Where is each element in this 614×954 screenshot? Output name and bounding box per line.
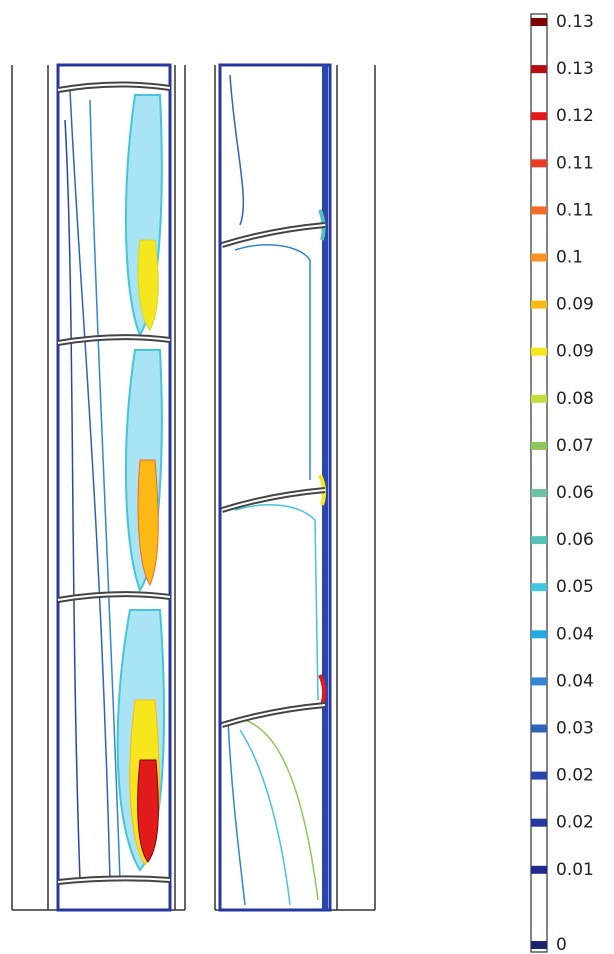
colorbar-swatch [531, 253, 547, 262]
colorbar-label: 0.04 [556, 671, 594, 691]
colorbar-swatch [531, 771, 547, 780]
colorbar-swatch [531, 347, 547, 356]
colorbar-label: 0.09 [556, 342, 594, 362]
colorbar-label: 0.12 [556, 106, 594, 126]
colorbar-swatch [531, 536, 547, 545]
colorbar-frame [530, 13, 548, 953]
colorbar-swatch [531, 724, 547, 733]
colorbar-swatch [531, 583, 547, 592]
colorbar-swatch [531, 865, 547, 874]
colorbar-swatch [531, 489, 547, 497]
left-panel [11, 63, 186, 912]
colorbar-label: 0.03 [556, 719, 594, 739]
right-panel [214, 63, 376, 912]
colorbar-swatch [531, 630, 547, 639]
colorbar-swatch [531, 112, 547, 121]
colorbar-swatch [531, 441, 547, 450]
colorbar-swatch [531, 818, 547, 827]
colorbar-swatch [531, 300, 547, 309]
colorbar-label: 0.02 [556, 766, 594, 786]
colorbar-label: 0.04 [556, 624, 594, 644]
colorbar-label: 0.11 [556, 200, 594, 220]
colorbar: 0.13 0.13 0.12 0.11 0.11 0.1 0.09 0.09 0.08 0.07 0… [530, 12, 594, 954]
colorbar-swatch [531, 65, 547, 74]
colorbar-swatch [531, 394, 547, 403]
colorbar-label: 0.01 [556, 860, 594, 880]
colorbar-label: 0.02 [556, 813, 594, 833]
colorbar-label: 0.06 [556, 483, 594, 503]
colorbar-label: 0.05 [556, 577, 594, 597]
colorbar-label: 0.13 [556, 12, 594, 32]
colorbar-label: 0.1 [556, 248, 583, 268]
colorbar-swatch [531, 941, 547, 949]
colorbar-label: 0 [556, 935, 567, 954]
colorbar-label: 0.08 [556, 389, 594, 409]
colorbar-label: 0.13 [556, 59, 594, 79]
colorbar-label: 0.06 [556, 530, 594, 550]
colorbar-label: 0.09 [556, 295, 594, 315]
colorbar-swatch [531, 159, 547, 168]
colorbar-swatch [531, 677, 547, 686]
colorbar-label: 0.11 [556, 153, 594, 173]
colorbar-label: 0.07 [556, 436, 594, 456]
colorbar-swatch [531, 18, 547, 26]
colorbar-swatch [531, 206, 547, 215]
